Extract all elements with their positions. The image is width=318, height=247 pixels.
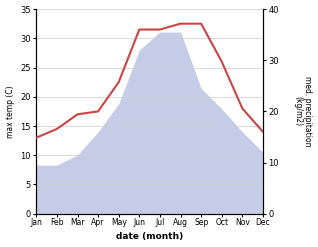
- X-axis label: date (month): date (month): [116, 232, 183, 242]
- Y-axis label: med. precipitation
(kg/m2): med. precipitation (kg/m2): [293, 76, 313, 147]
- Y-axis label: max temp (C): max temp (C): [5, 85, 15, 138]
